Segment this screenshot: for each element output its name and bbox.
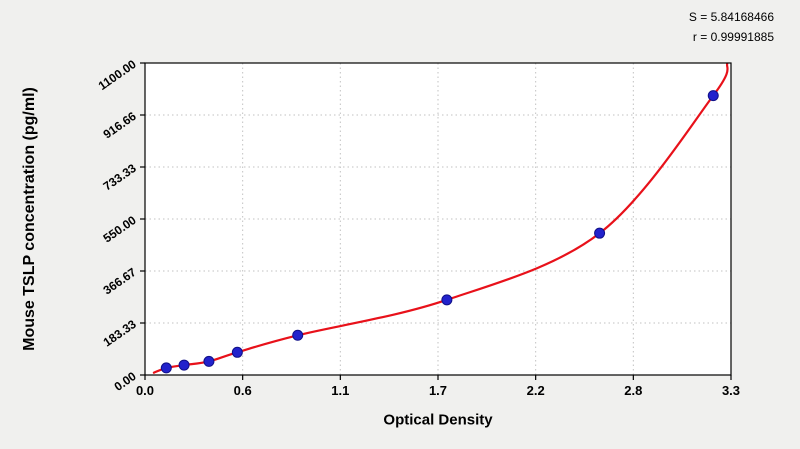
x-tick-label: 2.8 bbox=[624, 383, 642, 398]
stat-s: S = 5.84168466 bbox=[688, 10, 774, 24]
x-tick-label: 1.7 bbox=[429, 383, 447, 398]
data-point bbox=[203, 355, 215, 367]
y-tick-label: 0.00 bbox=[112, 369, 139, 394]
stat-r: r = 0.99991885 bbox=[692, 29, 774, 44]
x-tick-label: 1.1 bbox=[331, 383, 349, 398]
x-axis-title: Optical Density bbox=[383, 411, 493, 429]
y-tick-label: 550.00 bbox=[101, 213, 139, 246]
y-tick-label: 1100.00 bbox=[96, 57, 139, 93]
x-tick-label: 0.6 bbox=[234, 383, 252, 398]
x-tick-label: 3.3 bbox=[722, 383, 740, 398]
y-axis-title: Mouse TSLP concentration (pg/ml) bbox=[21, 87, 38, 351]
x-tick-label: 0.0 bbox=[136, 383, 154, 398]
x-tick-label: 2.2 bbox=[527, 383, 545, 398]
data-point bbox=[441, 294, 453, 306]
data-point bbox=[178, 359, 190, 371]
data-point bbox=[160, 362, 172, 374]
data-point bbox=[231, 346, 243, 358]
y-tick-label: 733.33 bbox=[101, 161, 139, 194]
data-point bbox=[707, 90, 719, 102]
y-tick-label: 366.67 bbox=[101, 265, 139, 298]
fit-statistics: S = 5.84168466 r = 0.99991885 bbox=[689, 8, 774, 48]
y-tick-label: 183.33 bbox=[101, 317, 139, 350]
y-tick-label: 916.66 bbox=[101, 109, 139, 142]
data-point bbox=[594, 227, 606, 239]
data-point bbox=[292, 329, 304, 341]
